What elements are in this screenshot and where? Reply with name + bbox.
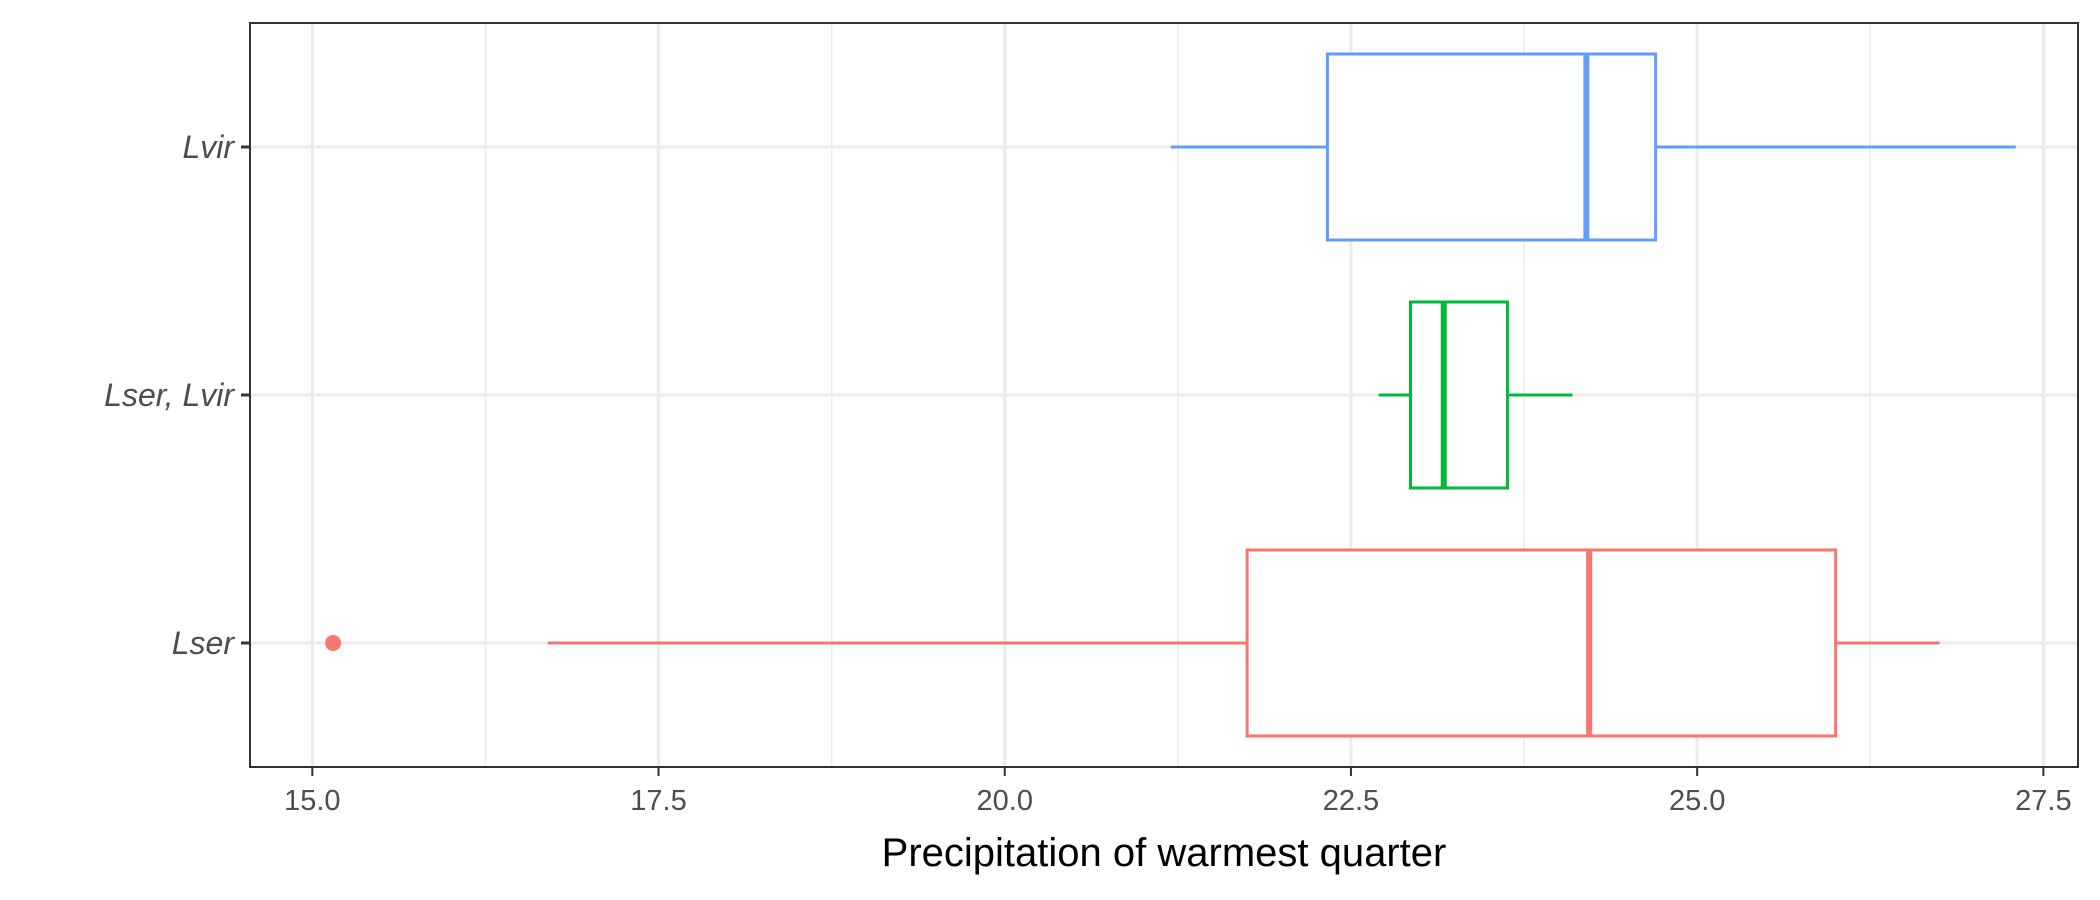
box-lser-lvir [1378,300,1573,490]
x-tick-label: 17.5 [630,785,686,817]
iqr-box [1245,548,1838,738]
x-tick-label: 25.0 [1669,785,1725,817]
x-tick-label: 20.0 [977,785,1033,817]
box-lser [325,548,1940,738]
y-category-label: Lvir [182,129,235,165]
box-series [325,52,2016,738]
y-category-label: Lser, Lvir [104,377,235,413]
x-tick-label: 15.0 [284,785,340,817]
axes: 15.0 17.5 20.0 22.5 25.0 27.5 Lser Lser, Lvir Lv… [104,129,2071,817]
box-lvir [1170,52,2016,242]
x-tick-label: 27.5 [2015,785,2071,817]
iqr-box [1409,300,1509,490]
iqr-box [1325,52,1658,242]
y-category-label: Lser [172,625,236,661]
outlier-point [325,635,342,651]
x-tick-label: 22.5 [1323,785,1379,817]
x-axis-title: Precipitation of warmest quarter [882,831,1447,875]
